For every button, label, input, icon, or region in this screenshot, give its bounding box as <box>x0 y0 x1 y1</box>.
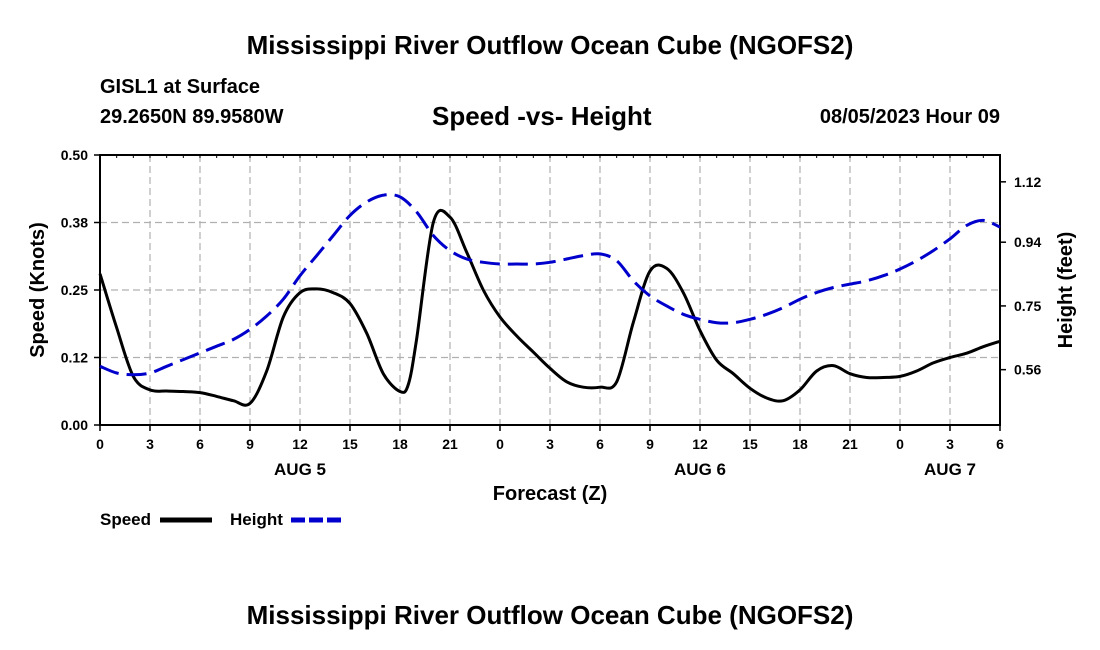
day-label: AUG 6 <box>674 460 726 479</box>
legend-label-height: Height <box>230 510 283 529</box>
station-name: GISL1 at Surface <box>100 76 261 98</box>
x-tick-label: 9 <box>646 436 654 452</box>
y2-tick-label: 0.94 <box>1014 234 1041 250</box>
y2-tick-label: 1.12 <box>1014 174 1041 190</box>
x-tick-label: 18 <box>792 436 808 452</box>
legend-label-speed: Speed <box>100 510 151 529</box>
forecast-datetime: 08/05/2023 Hour 09 <box>819 106 1000 128</box>
y-tick-label: 0.38 <box>61 215 88 231</box>
y-axis-label: Speed (Knots) <box>27 222 49 358</box>
x-tick-label: 18 <box>392 436 408 452</box>
x-axis-label: Forecast (Z) <box>493 483 607 505</box>
day-label: AUG 5 <box>274 460 326 479</box>
footer-title: Mississippi River Outflow Ocean Cube (NG… <box>246 600 854 630</box>
x-tick-label: 0 <box>496 436 504 452</box>
y-tick-label: 0.12 <box>61 350 88 366</box>
series-layer <box>98 193 1001 407</box>
y-tick-label: 0.25 <box>61 282 88 298</box>
legend: Speed Height <box>100 510 343 529</box>
x-tick-label: 0 <box>896 436 904 452</box>
y-tick-label: 0.00 <box>61 417 88 433</box>
x-tick-label: 21 <box>842 436 858 452</box>
y2-tick-label: 0.56 <box>1014 362 1041 378</box>
y2-tick-label: 0.75 <box>1014 298 1041 314</box>
x-tick-label: 6 <box>996 436 1004 452</box>
x-tick-label: 6 <box>596 436 604 452</box>
x-tick-label: 21 <box>442 436 458 452</box>
x-tick-label: 3 <box>546 436 554 452</box>
day-label: AUG 7 <box>924 460 976 479</box>
chart-title: Mississippi River Outflow Ocean Cube (NG… <box>246 30 854 60</box>
series-line-height <box>99 193 1001 377</box>
x-tick-label: 6 <box>196 436 204 452</box>
y-tick-label: 0.50 <box>61 147 88 163</box>
grid <box>100 155 1000 425</box>
x-tick-label: 3 <box>946 436 954 452</box>
x-tick-label: 12 <box>692 436 708 452</box>
x-tick-label: 3 <box>146 436 154 452</box>
x-tick-label: 15 <box>342 436 358 452</box>
x-tick-label: 9 <box>246 436 254 452</box>
station-coordinates: 29.2650N 89.9580W <box>100 106 284 128</box>
series-line-speed <box>98 208 1001 407</box>
y2-axis-label: Height (feet) <box>1055 232 1077 349</box>
x-tick-label: 15 <box>742 436 758 452</box>
axis-ticks: 0 3 6 9 12 15 18 21 0 3 6 9 12 15 18 21 0 3 6 0.00 0.12 0.25 0… <box>61 147 1042 479</box>
chart-subtitle: Speed -vs- Height <box>432 101 652 131</box>
x-tick-label: 0 <box>96 436 104 452</box>
x-tick-label: 12 <box>292 436 308 452</box>
